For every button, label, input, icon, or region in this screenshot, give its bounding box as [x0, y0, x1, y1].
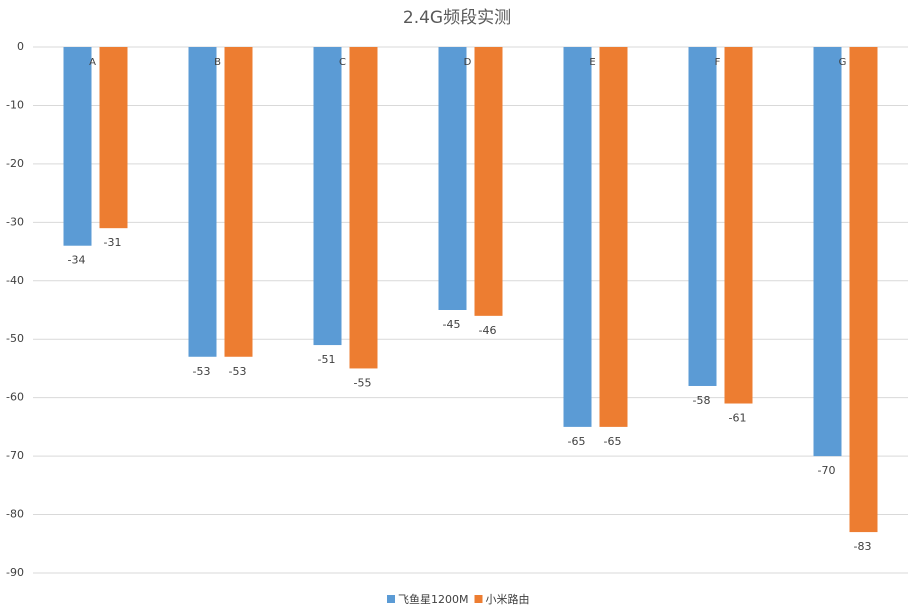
bar — [474, 47, 503, 316]
bar — [224, 47, 253, 357]
data-label: -58 — [693, 394, 711, 407]
bar — [724, 47, 753, 404]
y-tick-label: -60 — [6, 391, 24, 404]
y-tick-label: 0 — [17, 40, 24, 53]
y-tick-label: -10 — [6, 98, 24, 111]
bar — [563, 47, 592, 427]
bar — [188, 47, 217, 357]
y-tick-label: -40 — [6, 274, 24, 287]
x-tick-label: D — [464, 57, 472, 68]
bar — [438, 47, 467, 310]
data-label: -65 — [568, 435, 586, 448]
x-tick-label: A — [89, 57, 96, 68]
data-label: -55 — [354, 376, 372, 389]
legend-swatch — [474, 595, 483, 603]
data-label: -65 — [604, 435, 622, 448]
bar — [599, 47, 628, 427]
y-tick-label: -30 — [6, 215, 24, 228]
bar — [313, 47, 342, 346]
bar — [349, 47, 378, 369]
y-tick-label: -90 — [6, 566, 24, 579]
data-label: -83 — [854, 540, 872, 553]
y-tick-label: -70 — [6, 449, 24, 462]
legend-label: 飞鱼星1200M — [398, 592, 469, 606]
y-tick-label: -80 — [6, 508, 24, 521]
x-tick-label: F — [715, 57, 721, 68]
data-label: -51 — [318, 353, 336, 366]
data-label: -34 — [68, 254, 86, 267]
chart-title: 2.4G频段实测 — [403, 8, 511, 28]
y-tick-label: -50 — [6, 332, 24, 345]
bar — [849, 47, 878, 533]
data-label: -31 — [104, 236, 122, 249]
bar — [688, 47, 717, 386]
legend-label: 小米路由 — [486, 592, 530, 606]
y-tick-label: -20 — [6, 157, 24, 170]
bar — [99, 47, 128, 229]
data-label: -53 — [193, 365, 211, 378]
data-label: -53 — [229, 365, 247, 378]
legend-swatch — [387, 595, 395, 603]
x-tick-label: C — [339, 57, 346, 68]
data-label: -46 — [479, 324, 497, 337]
bar — [63, 47, 92, 246]
x-tick-label: B — [214, 57, 221, 68]
data-label: -45 — [443, 318, 461, 331]
x-tick-label: G — [839, 57, 847, 68]
data-label: -70 — [818, 464, 836, 477]
x-tick-label: E — [589, 57, 595, 68]
data-label: -61 — [729, 412, 747, 425]
bar — [813, 47, 842, 457]
